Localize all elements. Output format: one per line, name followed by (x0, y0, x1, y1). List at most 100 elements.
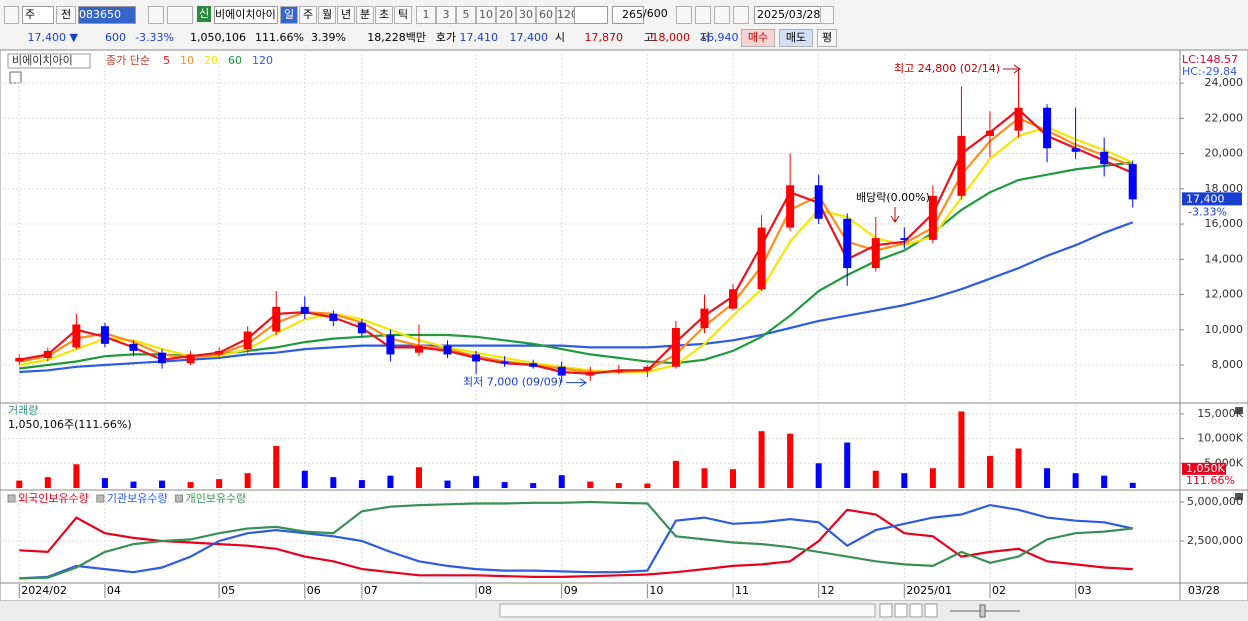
scroll-button[interactable] (879, 603, 893, 618)
interval-button[interactable]: 60 (536, 6, 556, 24)
period-button[interactable]: 분 (356, 6, 374, 24)
y-tick-label: 18,000 (1205, 182, 1244, 195)
volume-bar (901, 473, 908, 488)
period-button[interactable]: 년 (337, 6, 355, 24)
tool-button[interactable] (676, 6, 692, 24)
interval-button[interactable]: 5 (456, 6, 476, 24)
candle-body (15, 357, 24, 362)
volume-bar (844, 442, 851, 488)
candle-body (928, 195, 937, 240)
x-tick-label: 2025/01 (906, 584, 952, 597)
volume-bar (787, 433, 794, 488)
market-select[interactable]: 주 (22, 6, 54, 24)
volume-bar (16, 480, 23, 488)
sell-button[interactable]: 매도 (779, 29, 813, 47)
y-tick-label: 24,000 (1205, 76, 1244, 89)
volume-bar (758, 431, 765, 488)
date-input[interactable]: 2025/03/28 (754, 6, 822, 24)
volume-bar (958, 411, 965, 488)
x-tick-label: 04 (107, 584, 121, 597)
scroll-button[interactable] (909, 603, 923, 618)
candle-body (72, 324, 81, 348)
high-arrow (1003, 64, 1021, 74)
candle-body (871, 238, 880, 269)
sound-button[interactable] (167, 6, 193, 24)
quote-open-label: 시 (554, 31, 565, 44)
tool-button[interactable] (714, 6, 730, 24)
end-date-label: 03/28 (1188, 584, 1220, 597)
zoom-thumb[interactable] (979, 604, 986, 618)
search-button[interactable] (148, 6, 164, 24)
holding-line (19, 508, 1133, 578)
y-tick-label: 2,500,000 (1187, 534, 1243, 547)
volume-bar (986, 455, 993, 488)
candle-body (500, 361, 509, 364)
interval-button[interactable]: 120 (556, 6, 578, 24)
interval-button[interactable]: 30 (516, 6, 536, 24)
period-button[interactable]: 틱 (394, 6, 412, 24)
icon[interactable] (4, 6, 19, 24)
candle-body (586, 372, 595, 376)
panel-close[interactable] (1235, 493, 1243, 500)
candle-body (243, 331, 252, 350)
legend-swatch (7, 494, 16, 503)
interval-button[interactable]: 20 (496, 6, 516, 24)
y-tick-label: 8,000 (1212, 358, 1244, 371)
tool-button[interactable] (695, 6, 711, 24)
interval-button[interactable]: 10 (476, 6, 496, 24)
scrollbar-track[interactable] (499, 603, 876, 618)
last-change-label: -3.33% (1188, 205, 1227, 218)
candle-body (814, 185, 823, 219)
x-tick-label: 07 (364, 584, 378, 597)
candle-body (757, 227, 766, 290)
candle-body (100, 326, 109, 344)
period-button[interactable]: 주 (299, 6, 317, 24)
last-volume-ratio: 111.66% (1186, 474, 1235, 487)
calendar-button[interactable] (820, 6, 834, 24)
tool-button[interactable] (733, 6, 749, 24)
quote-volume-ratio: 111.66% (255, 31, 304, 44)
prev-button[interactable]: 전 (56, 6, 76, 24)
period-button[interactable]: 초 (375, 6, 393, 24)
panel-close[interactable] (1235, 407, 1243, 414)
volume-bar (358, 480, 365, 488)
count-input[interactable]: 265 (612, 6, 644, 24)
candle-body (300, 306, 309, 314)
interval-button[interactable]: 3 (436, 6, 456, 24)
candle-body (985, 130, 994, 136)
period-button[interactable]: 월 (318, 6, 336, 24)
volume-bar (615, 483, 622, 488)
volume-bar (1015, 448, 1022, 488)
holding-line (19, 503, 1133, 580)
candle-body (414, 345, 423, 353)
volume-bar (216, 479, 223, 488)
x-tick-label: 09 (564, 584, 578, 597)
candle-body (786, 185, 795, 228)
volume-bar (1044, 468, 1051, 488)
grid-icon[interactable] (9, 71, 22, 84)
legend-entry: 개인보유수량 (186, 492, 247, 505)
quote-amount: 18,228백만 (367, 31, 426, 44)
candle-body (529, 363, 538, 367)
candle-body (957, 135, 966, 196)
volume-bar (273, 446, 280, 488)
y-tick-label: 20,000 (1205, 147, 1244, 160)
period-button[interactable]: 일 (280, 6, 298, 24)
buy-button[interactable]: 매수 (741, 29, 775, 47)
scroll-button[interactable] (894, 603, 908, 618)
candle-body (357, 322, 366, 334)
volume-title: 거래량 (8, 404, 38, 417)
code-input[interactable]: 083650 (78, 6, 136, 24)
avg-button[interactable]: 평 (817, 29, 837, 47)
candle-body (700, 308, 709, 328)
holding-line (19, 500, 1133, 580)
x-tick-label: 08 (478, 584, 492, 597)
interval-button[interactable]: 1 (416, 6, 436, 24)
volume-bar (872, 470, 879, 488)
stock-name: 비에이치아이 (214, 6, 278, 24)
interval-select[interactable] (574, 6, 608, 24)
volume-bar (815, 463, 822, 488)
quote-volume: 1,050,106 (190, 31, 246, 44)
scroll-button[interactable] (924, 603, 938, 618)
y-tick-label: 22,000 (1205, 111, 1244, 124)
